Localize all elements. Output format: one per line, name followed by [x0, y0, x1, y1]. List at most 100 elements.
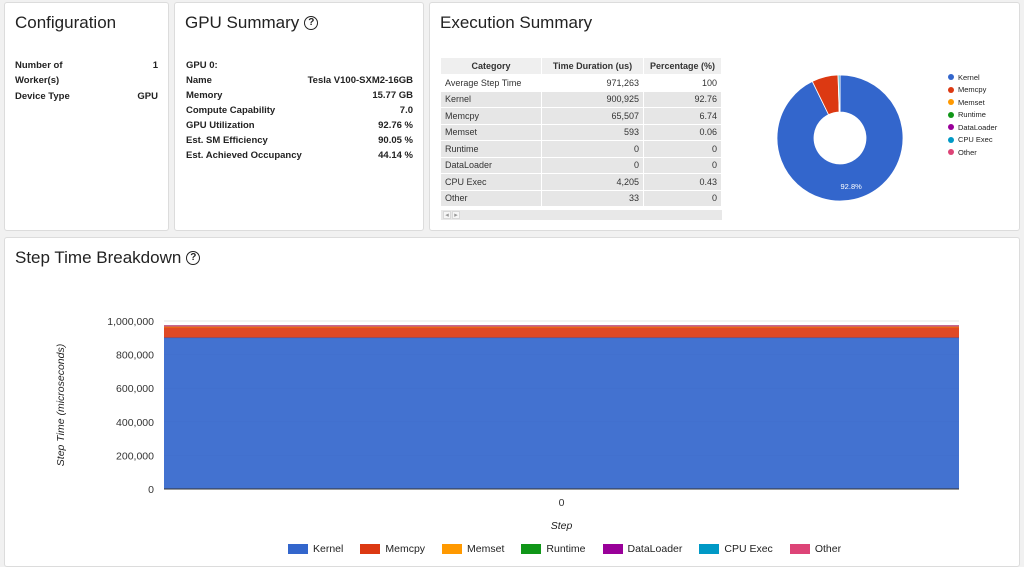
column-header[interactable]: Percentage (%): [644, 58, 722, 75]
legend-label: Kernel: [958, 73, 980, 82]
legend-swatch: [699, 544, 719, 554]
duration-cell: 65,507: [542, 108, 644, 125]
legend-item[interactable]: Runtime: [948, 109, 997, 122]
legend-dot: [948, 149, 954, 155]
legend-label: Memset: [467, 543, 504, 555]
legend-item[interactable]: Kernel: [288, 543, 343, 555]
legend-item[interactable]: Memcpy: [360, 543, 425, 555]
category-cell: DataLoader: [441, 157, 542, 174]
legend-item[interactable]: DataLoader: [603, 543, 683, 555]
percentage-cell: 0: [644, 141, 722, 158]
legend-swatch: [603, 544, 623, 554]
percentage-cell: 0.43: [644, 174, 722, 191]
config-row-device: Device Type GPU: [15, 89, 158, 104]
step-time-card: Step Time Breakdown ?: [4, 237, 1020, 567]
config-value: 1: [153, 58, 158, 73]
legend-item[interactable]: Memset: [442, 543, 504, 555]
legend-item[interactable]: Memset: [948, 96, 997, 109]
legend-label: Other: [958, 148, 977, 157]
duration-cell: 900,925: [542, 91, 644, 108]
legend-swatch: [360, 544, 380, 554]
horizontal-scrollbar[interactable]: ◂ ▸: [441, 210, 722, 220]
legend-label: Runtime: [546, 543, 585, 555]
step-time-title: Step Time Breakdown ?: [15, 248, 200, 268]
gpu-summary-title: GPU Summary ?: [185, 13, 318, 33]
column-header[interactable]: Time Duration (us): [542, 58, 644, 75]
legend-dot: [948, 74, 954, 80]
percentage-cell: 0: [644, 190, 722, 206]
legend-label: CPU Exec: [958, 135, 993, 144]
help-icon[interactable]: ?: [186, 251, 200, 265]
percentage-cell: 100: [644, 75, 722, 92]
category-cell: Average Step Time: [441, 75, 542, 92]
configuration-title: Configuration: [15, 13, 116, 33]
legend-dot: [948, 87, 954, 93]
scroll-right-button[interactable]: ▸: [452, 211, 460, 219]
legend-label: DataLoader: [958, 123, 997, 132]
percentage-cell: 6.74: [644, 108, 722, 125]
area-legend: Kernel Memcpy Memset Runtime DataLoader CPU E…: [288, 543, 858, 555]
category-cell: Kernel: [441, 91, 542, 108]
legend-dot: [948, 112, 954, 118]
scroll-left-button[interactable]: ◂: [443, 211, 451, 219]
execution-summary-title: Execution Summary: [440, 13, 592, 33]
legend-label: Runtime: [958, 110, 986, 119]
legend-label: Other: [815, 543, 841, 555]
legend-item[interactable]: CPU Exec: [699, 543, 772, 555]
legend-item[interactable]: Memcpy: [948, 84, 997, 97]
legend-label: Kernel: [313, 543, 343, 555]
category-cell: Memcpy: [441, 108, 542, 125]
legend-swatch: [521, 544, 541, 554]
help-icon[interactable]: ?: [304, 16, 318, 30]
category-cell: Memset: [441, 124, 542, 141]
duration-cell: 0: [542, 141, 644, 158]
legend-item[interactable]: Kernel: [948, 71, 997, 84]
duration-cell: 971,263: [542, 75, 644, 92]
percentage-cell: 92.76: [644, 91, 722, 108]
legend-item[interactable]: Other: [948, 146, 997, 159]
legend-item[interactable]: Other: [790, 543, 841, 555]
table-header-row: Category Time Duration (us) Percentage (…: [441, 58, 722, 75]
execution-table: Category Time Duration (us) Percentage (…: [441, 58, 722, 206]
legend-item[interactable]: Runtime: [521, 543, 585, 555]
duration-cell: 0: [542, 157, 644, 174]
legend-label: Memcpy: [385, 543, 425, 555]
config-label: Device Type: [15, 89, 70, 104]
gpu-header: GPU 0:: [186, 58, 413, 73]
duration-cell: 33: [542, 190, 644, 206]
legend-dot: [948, 99, 954, 105]
legend-item[interactable]: DataLoader: [948, 121, 997, 134]
legend-swatch: [442, 544, 462, 554]
legend-label: Memset: [958, 98, 985, 107]
execution-summary-card: Execution Summary Category Time Duration…: [429, 2, 1020, 231]
legend-swatch: [288, 544, 308, 554]
column-header[interactable]: Category: [441, 58, 542, 75]
duration-cell: 4,205: [542, 174, 644, 191]
legend-swatch: [790, 544, 810, 554]
legend-dot: [948, 137, 954, 143]
category-cell: Other: [441, 190, 542, 206]
percentage-cell: 0.06: [644, 124, 722, 141]
step-time-pie-chart: 92.8%: [765, 63, 915, 213]
legend-label: CPU Exec: [724, 543, 772, 555]
duration-cell: 593: [542, 124, 644, 141]
category-cell: Runtime: [441, 141, 542, 158]
legend-label: DataLoader: [628, 543, 683, 555]
legend-item[interactable]: CPU Exec: [948, 134, 997, 147]
